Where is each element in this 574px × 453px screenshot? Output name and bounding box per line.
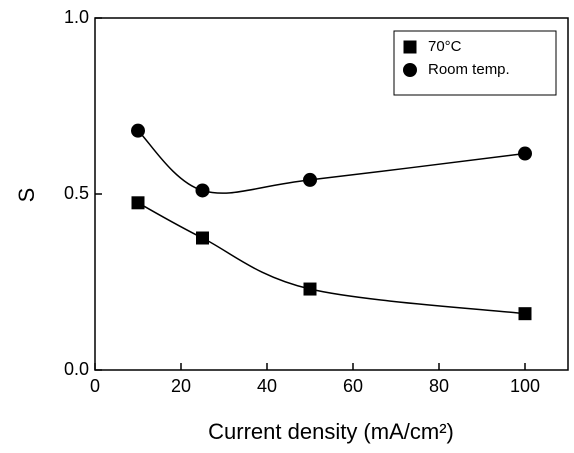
legend-box (393, 30, 557, 96)
x-tick-label: 20 (171, 376, 191, 396)
x-tick-label: 100 (510, 376, 540, 396)
marker-square (196, 231, 209, 245)
fit-curve (137, 202, 526, 315)
marker-circle (195, 183, 210, 198)
y-tick-label: 1.0 (64, 7, 89, 27)
fit-curve (137, 130, 526, 194)
y-tick-label: 0.0 (64, 359, 89, 379)
marker-circle (131, 123, 145, 138)
marker-square (131, 196, 145, 210)
marker-square (518, 307, 532, 321)
x-tick-label: 40 (257, 376, 277, 396)
marker-square (403, 40, 417, 54)
marker-circle (403, 63, 417, 77)
x-tick-label: 0 (90, 376, 100, 396)
legend-label: 70°C (428, 38, 462, 55)
legend-label: Room temp. (428, 61, 510, 78)
marker-square (303, 282, 317, 296)
marker-circle (303, 172, 317, 187)
marker-circle (518, 146, 532, 161)
x-tick-label: 60 (343, 376, 363, 396)
x-axis-label: Current density (mA/cm²) (208, 419, 454, 444)
y-axis-label: S (14, 188, 39, 203)
x-tick-label: 80 (429, 376, 449, 396)
y-tick-label: 0.5 (64, 183, 89, 203)
